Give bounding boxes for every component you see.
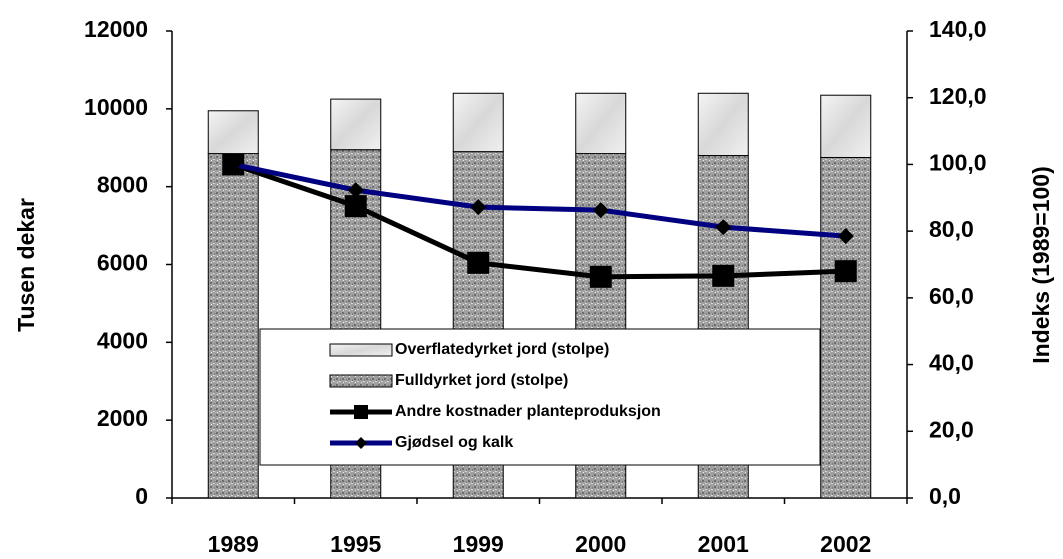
y-tick-label: 12000: [84, 16, 148, 42]
legend-swatch: [329, 343, 393, 357]
legend-label: Overflatedyrket jord (stolpe): [395, 341, 609, 358]
y2-tick-label: 80,0: [929, 216, 974, 242]
line-marker: [225, 156, 242, 173]
y2-tick-label: 20,0: [929, 416, 974, 442]
line-marker: [467, 251, 490, 274]
line-marker: [470, 199, 487, 216]
line: [232, 162, 846, 280]
y2-tick-label: 0,0: [929, 483, 961, 509]
y-tick-label: 6000: [97, 250, 148, 276]
x-tick-label: 1989: [208, 531, 259, 557]
line-marker: [355, 437, 367, 449]
line-marker: [837, 228, 854, 245]
line-marker: [715, 219, 732, 236]
legend-swatch: [329, 374, 393, 388]
y2-tick-label: 100,0: [929, 150, 987, 176]
y-axis-title: Tusen dekar: [13, 198, 39, 332]
x-tick-label: 1999: [453, 531, 504, 557]
y2-tick-label: 120,0: [929, 83, 987, 109]
x-tick-label: 2002: [820, 531, 871, 557]
bar-segment: [575, 92, 627, 155]
y-tick-label: 8000: [97, 172, 148, 198]
y-tick-label: 0: [135, 483, 148, 509]
line-marker: [592, 202, 609, 219]
y-tick-label: 2000: [97, 405, 148, 431]
line-marker: [834, 260, 857, 283]
y2-tick-label: 140,0: [929, 16, 987, 42]
bar-segment: [820, 156, 872, 499]
bar-segment: [207, 110, 259, 155]
x-tick-label: 2000: [575, 531, 626, 557]
legend-label: Andre kostnader planteproduksjon: [395, 403, 661, 420]
line-marker: [344, 195, 367, 218]
line-marker: [712, 264, 735, 287]
line: [232, 161, 846, 239]
legend-label: Gjødsel og kalk: [395, 434, 513, 451]
legend-label: Fulldyrket jord (stolpe): [395, 372, 568, 389]
x-tick-label: 2001: [698, 531, 749, 557]
y-tick-label: 10000: [84, 94, 148, 120]
line-marker: [354, 405, 368, 419]
y2-axis-title: Indeks (1989=100): [1028, 166, 1054, 364]
line-marker: [589, 265, 612, 288]
bar-segment: [330, 98, 382, 151]
bar-segment: [820, 94, 872, 158]
x-tick-label: 1995: [330, 531, 381, 557]
bar-segment: [207, 153, 259, 499]
bar-segment: [697, 92, 749, 157]
y-tick-label: 4000: [97, 327, 148, 353]
line-marker: [347, 182, 364, 199]
y2-tick-label: 40,0: [929, 350, 974, 376]
bar-segment: [452, 92, 504, 153]
y2-tick-label: 60,0: [929, 283, 974, 309]
